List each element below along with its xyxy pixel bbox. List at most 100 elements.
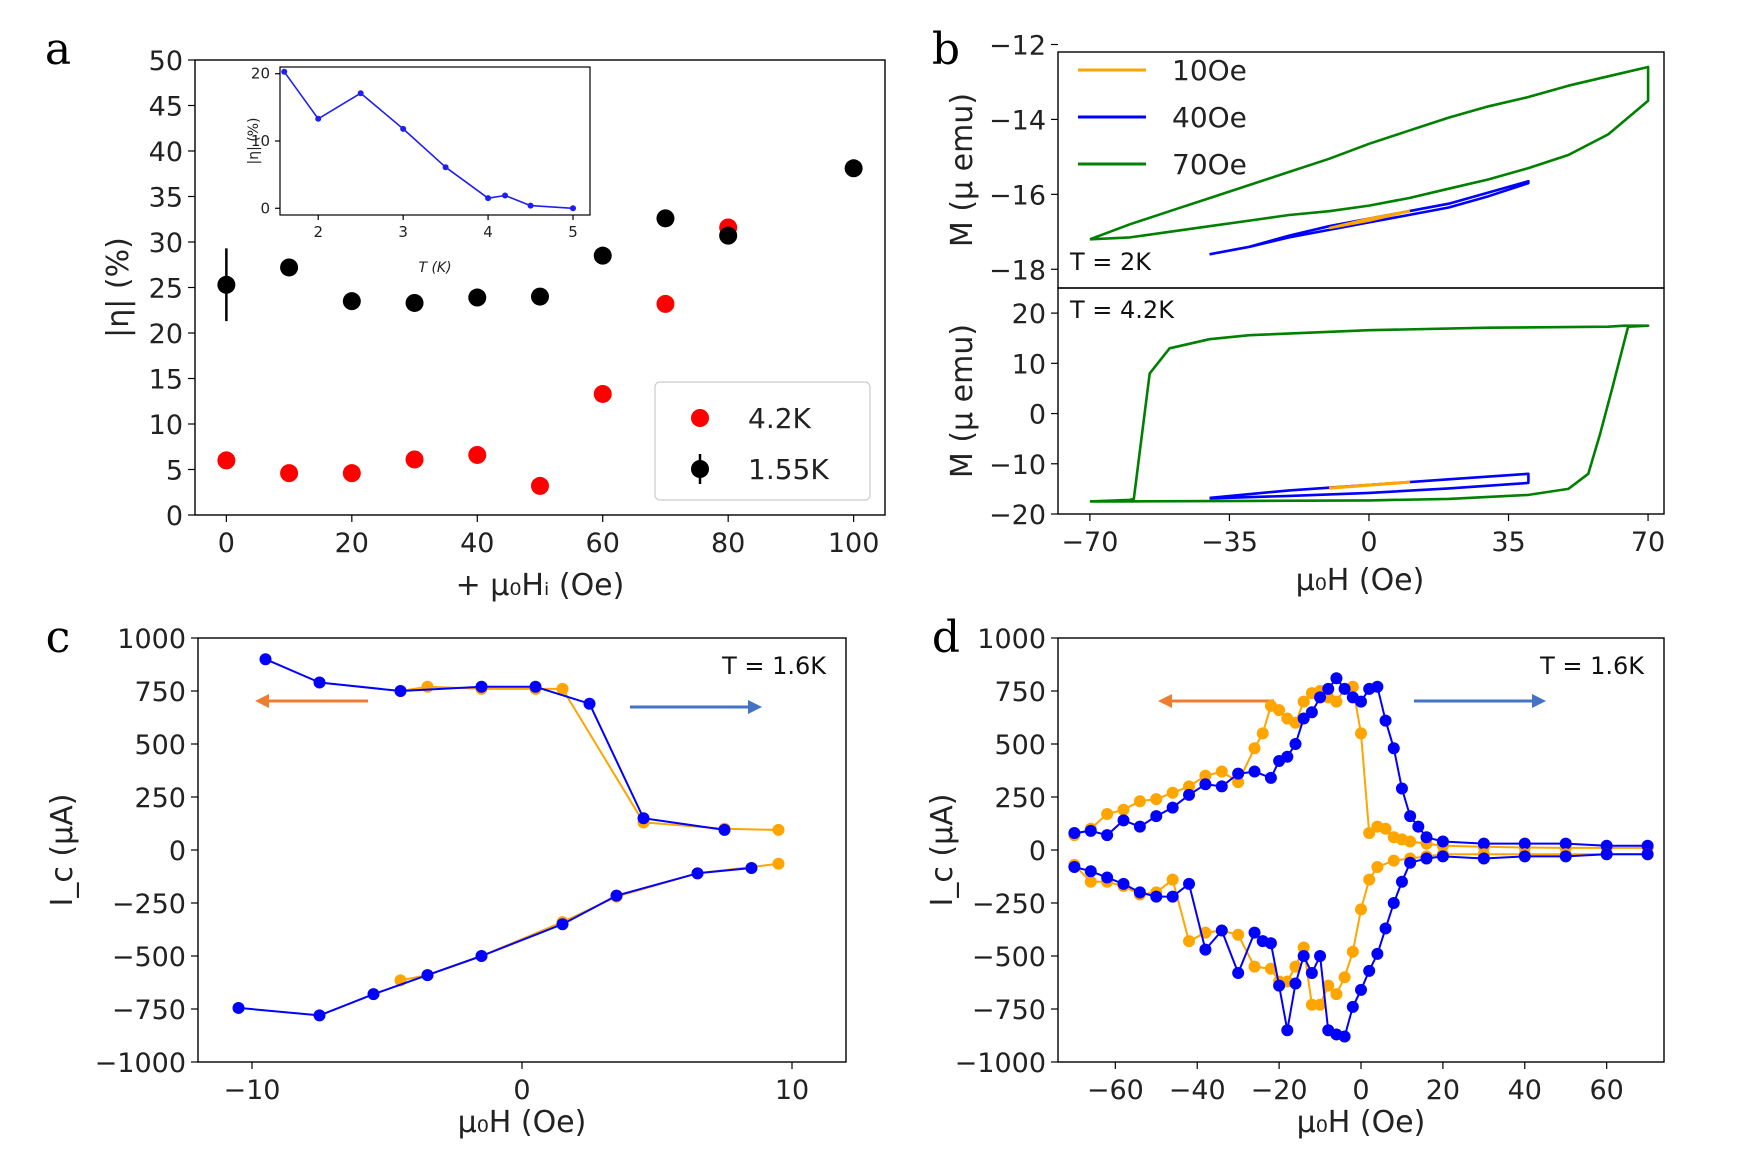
panel-a-ytick-label: 20 bbox=[149, 319, 183, 350]
panel-c-ytick-label: 0 bbox=[169, 836, 186, 867]
panel-b-line-70Oe bbox=[1089, 65, 1650, 241]
panel-c-point-blue_neg bbox=[475, 950, 488, 962]
panel-a-point-4.2K bbox=[217, 451, 236, 470]
panel-c-point-blue_pos bbox=[475, 680, 488, 693]
panel-a-legend-label: 4.2K bbox=[748, 402, 812, 435]
panel-a-point-1.55K bbox=[217, 275, 236, 294]
panel-c-ytick-label: 1000 bbox=[117, 624, 186, 655]
panel-c-point-blue_neg bbox=[421, 969, 434, 982]
panel-d-point-blue_neg bbox=[1518, 850, 1531, 863]
panel-d-point-orange_pos bbox=[1117, 803, 1130, 816]
panel-b-ylabel: M (μ emu) bbox=[945, 93, 980, 247]
panel-a-inset-point bbox=[570, 205, 577, 212]
panel-a-inset-point bbox=[281, 68, 288, 75]
panel-d-arrow-left-head bbox=[1158, 694, 1172, 708]
panel-a-inset-xtick-label: 4 bbox=[483, 223, 493, 241]
panel-d-point-blue_pos bbox=[1412, 820, 1425, 833]
panel-b-line-10Oe bbox=[1328, 209, 1411, 230]
panel-d-point-blue_pos bbox=[1215, 780, 1228, 793]
panel-d-point-blue_pos bbox=[1395, 782, 1408, 795]
panel-a-xlabel: + μ₀Hᵢ (Oe) bbox=[456, 568, 625, 603]
panel-a-xtick-label: 60 bbox=[586, 528, 620, 559]
panel-a-xtick-label: 0 bbox=[218, 528, 235, 559]
panel-a-ytick-label: 45 bbox=[149, 92, 183, 123]
panel-c-point-orange_pos bbox=[556, 682, 569, 695]
panel-d-point-blue_pos bbox=[1166, 801, 1179, 814]
panel-b-xtick-label: −70 bbox=[1061, 527, 1118, 558]
panel-d-ytick-label: 750 bbox=[994, 677, 1046, 708]
panel-d-ytick-label: −1000 bbox=[955, 1048, 1046, 1079]
panel-d-point-blue_pos bbox=[1371, 680, 1384, 693]
panel-c-point-blue_neg bbox=[232, 1001, 245, 1014]
panel-d-point-blue_pos bbox=[1477, 837, 1490, 850]
panel-a-legend-marker-1.55K bbox=[691, 460, 709, 478]
panel-a-inset-point bbox=[357, 90, 364, 97]
panel-d-point-blue_neg bbox=[1395, 875, 1408, 888]
panel-d-point-orange_pos bbox=[1355, 727, 1367, 740]
panel-b-xtick-label: −35 bbox=[1201, 527, 1258, 558]
panel-a-inset-xtick-label: 3 bbox=[398, 223, 408, 241]
panel-d-point-orange_neg bbox=[1338, 971, 1351, 984]
panel-a-legend-marker-4.2K bbox=[691, 409, 709, 427]
panel-d-point-blue_neg bbox=[1084, 865, 1097, 878]
panel-d-point-orange_neg bbox=[1289, 960, 1302, 973]
panel-d-annotation: T = 1.6K bbox=[1539, 652, 1645, 680]
panel-a-point-1.55K bbox=[280, 258, 299, 277]
panel-d-point-orange_pos bbox=[1248, 742, 1261, 755]
panel-a-point-1.55K bbox=[593, 246, 612, 265]
panel-b-xtick-label: 70 bbox=[1631, 527, 1665, 558]
panel-d-point-blue_pos bbox=[1420, 831, 1433, 844]
panel-d-point-blue_pos bbox=[1117, 814, 1130, 827]
panel-d-point-blue_neg bbox=[1363, 964, 1376, 977]
panel-d-point-blue_pos bbox=[1314, 691, 1327, 704]
panel-d-ytick-label: −750 bbox=[972, 995, 1046, 1026]
panel-a-ytick-label: 15 bbox=[149, 365, 183, 396]
panel-a-point-4.2K bbox=[280, 464, 299, 483]
panel-d-point-blue_neg bbox=[1264, 937, 1277, 950]
panel-d-point-blue_pos bbox=[1330, 672, 1343, 685]
panel-d-point-blue_neg bbox=[1273, 979, 1286, 992]
panel-d-point-blue_neg bbox=[1477, 852, 1490, 865]
panel-c-arrow-right-head bbox=[748, 700, 762, 714]
panel-a-ytick-label: 10 bbox=[149, 410, 183, 441]
panel-d-point-blue_neg bbox=[1436, 850, 1449, 863]
panel-d-point-blue_neg bbox=[1387, 897, 1400, 909]
panel-d-point-orange_pos bbox=[1256, 727, 1269, 740]
panel-d-point-blue_neg bbox=[1215, 924, 1228, 937]
panel-a-inset-ytick-label: 10 bbox=[251, 132, 270, 150]
panel-c-ylabel: I_c (μA) bbox=[45, 794, 80, 907]
panel-d-point-blue_neg bbox=[1346, 1000, 1359, 1013]
panel-a-ytick-label: 35 bbox=[149, 183, 183, 214]
panel-a-xtick-label: 40 bbox=[460, 528, 494, 559]
panel-d-point-orange_neg bbox=[1166, 873, 1179, 886]
panel-d-point-blue_pos bbox=[1387, 742, 1400, 755]
panel-d-point-blue_pos bbox=[1297, 712, 1310, 725]
panel-d-point-blue_pos bbox=[1404, 810, 1417, 823]
panel-d-point-blue_neg bbox=[1338, 1030, 1351, 1043]
panel-a-inset-point bbox=[527, 202, 534, 209]
panel-c-point-blue_neg bbox=[313, 1009, 326, 1022]
panel-b-1-ytick-label: 0 bbox=[1029, 400, 1046, 431]
panel-d-point-blue_pos bbox=[1101, 829, 1114, 842]
panel-a-ytick-label: 5 bbox=[166, 456, 183, 487]
panel-d-point-blue_pos bbox=[1379, 714, 1392, 727]
panel-a-point-1.55K bbox=[342, 292, 361, 311]
panel-d-ylabel: I_c (μA) bbox=[925, 794, 960, 907]
panel-b-1-ytick-label: 20 bbox=[1012, 299, 1046, 330]
panel-c-ytick-label: −750 bbox=[112, 995, 186, 1026]
panel-d-point-blue_pos bbox=[1322, 682, 1335, 695]
panel-a-point-4.2K bbox=[342, 464, 361, 483]
panel-d-point-blue_neg bbox=[1559, 850, 1572, 863]
panel-c-point-orange_pos bbox=[421, 680, 434, 693]
panel-d-point-blue_neg bbox=[1101, 871, 1114, 884]
panel-d-point-blue_neg bbox=[1420, 852, 1433, 865]
panel-d-point-orange_pos bbox=[1273, 704, 1286, 717]
panel-d-point-blue_pos bbox=[1084, 824, 1097, 837]
panel-c-point-orange_neg bbox=[772, 857, 785, 870]
panel-b-1-ytick-label: −10 bbox=[989, 450, 1046, 481]
panel-a-inset-ytick-label: 0 bbox=[260, 199, 270, 217]
panel-b-0-ytick-label: −12 bbox=[989, 31, 1046, 62]
panel-d-ytick-label: 1000 bbox=[977, 624, 1046, 655]
panel-a-ytick-label: 30 bbox=[149, 228, 183, 259]
panel-d-point-blue_pos bbox=[1436, 835, 1449, 848]
